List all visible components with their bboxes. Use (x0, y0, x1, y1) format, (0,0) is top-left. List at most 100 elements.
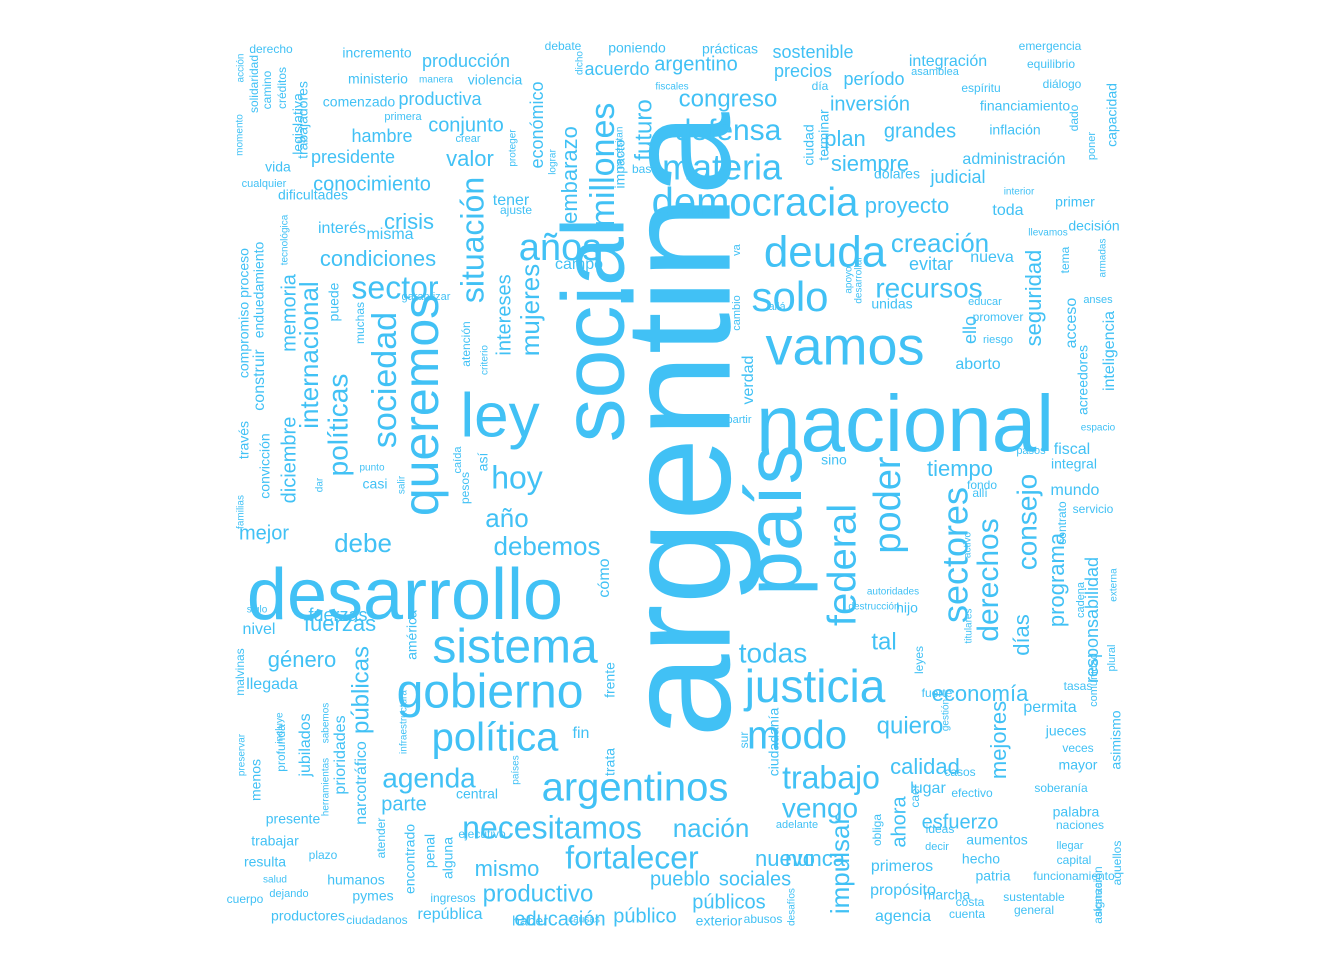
word-dejando: dejando (269, 888, 308, 900)
word-sino: sino (821, 452, 847, 468)
word-politica: política (432, 716, 559, 760)
word-llevamos: llevamos (1028, 228, 1067, 239)
word-malvinas: malvinas (233, 648, 247, 695)
word-politicas: políticas (322, 374, 353, 477)
word-justicia: justicia (743, 660, 886, 712)
word-agenda: agenda (382, 762, 476, 793)
word-capital: capital (1057, 853, 1092, 867)
word-anses: anses (1083, 294, 1113, 306)
word-parte: parte (381, 793, 427, 815)
word-casi: casi (363, 476, 388, 492)
word-campo: campo (555, 256, 603, 273)
word-equilibrio: equilibrio (1027, 57, 1075, 71)
word-hijo: hijo (896, 600, 918, 616)
word-todas: todas (739, 637, 808, 668)
word-poniendo: poniendo (608, 40, 666, 56)
word-cuenta: cuenta (949, 907, 985, 921)
word-menos: menos (248, 759, 264, 801)
word-tema: tema (1058, 246, 1072, 273)
word-ciudadania: ciudadanía (766, 708, 782, 777)
word-alli: allí (972, 486, 988, 500)
word-como: cómo (596, 558, 613, 597)
word-pymes: pymes (352, 888, 393, 904)
word-programa: programa (1044, 532, 1069, 627)
word-construir: construir (251, 349, 268, 411)
word-camino: camino (260, 70, 274, 109)
word-capacidad: capacidad (1104, 83, 1120, 147)
word-haber: haber (512, 913, 548, 929)
word-caida: caída (452, 446, 464, 474)
word-creacion: creación (891, 228, 989, 258)
word-mejor: mejor (239, 522, 289, 544)
word-asamblea: asamblea (911, 66, 960, 78)
word-primeros: primeros (871, 858, 933, 875)
word-nacion: nación (673, 813, 750, 843)
word-desafios: desafíos (787, 888, 798, 926)
word-narcotrafico: narcotráfico (353, 741, 370, 825)
word-general: general (1014, 903, 1054, 917)
word-plan: plan (824, 126, 866, 151)
word-dia: día (812, 79, 829, 93)
word-nivel: nivel (243, 621, 276, 638)
word-violencia: violencia (468, 72, 523, 88)
word-proposito: propósito (870, 882, 936, 899)
word-fortalecer: fortalecer (565, 839, 699, 875)
word-ahora: ahora (888, 796, 910, 848)
word-pesos: pesos (458, 472, 472, 504)
word-mayor: mayor (1059, 757, 1098, 773)
word-misma: misma (366, 226, 413, 243)
word-produccion: producción (422, 51, 510, 71)
word-ciudadanos: ciudadanos (346, 913, 407, 927)
word-jubilados: jubilados (297, 713, 314, 777)
word-mismo: mismo (475, 856, 540, 881)
word-promover: promover (973, 310, 1024, 324)
word-seguridad: seguridad (1021, 250, 1046, 347)
word-conjunto: conjunto (428, 114, 504, 136)
word-abusos: abusos (744, 912, 783, 926)
word-unidas: unidas (871, 296, 912, 312)
word-llegar: llegar (1057, 840, 1084, 852)
word-evitar: evitar (909, 254, 953, 274)
word-valor: valor (446, 146, 494, 171)
word-crisis: crisis (384, 209, 434, 234)
word-inteligencia: inteligencia (1101, 311, 1118, 391)
word-mundo: mundo (1051, 482, 1100, 499)
word-congreso: congreso (679, 85, 778, 112)
word-pasos: pasos (1016, 445, 1046, 457)
word-llegada: llegada (246, 676, 298, 693)
word-solo: solo (751, 273, 828, 320)
word-tasas: tasas (1064, 679, 1093, 693)
word-encontrado: encontrado (402, 824, 418, 894)
word-ingresos: ingresos (430, 891, 475, 905)
word-materia: materia (662, 147, 783, 188)
word-activo: activo (963, 532, 974, 559)
word-naciones: naciones (1056, 818, 1104, 832)
word-vamos: vamos (765, 316, 924, 376)
word-productiva: productiva (398, 89, 482, 109)
word-presente: presente (266, 811, 321, 827)
word-sector: sector (351, 269, 438, 305)
word-necesitamos: necesitamos (462, 809, 642, 845)
word-conviccion: convicción (257, 433, 273, 498)
word-vengo: vengo (782, 792, 858, 823)
word-derechos: derechos (972, 518, 1005, 641)
word-puede: puede (326, 282, 342, 321)
word-federal: federal (821, 504, 865, 626)
word-contrato: contrato (1055, 501, 1069, 545)
word-terminar: terminar (816, 109, 832, 161)
word-educar: educar (968, 296, 1002, 308)
word-momento: momento (235, 114, 246, 156)
word-jueces: jueces (1045, 723, 1086, 739)
word-interior: interior (1004, 187, 1035, 198)
word-alla: allá (768, 301, 786, 313)
word-trabajo: trabajo (782, 759, 880, 795)
word-ministerio: ministerio (348, 71, 408, 87)
word-genero: género (268, 647, 337, 672)
word-autoridades: autoridades (867, 587, 919, 598)
word-esfuerzo: esfuerzo (922, 811, 999, 833)
word-preservar: preservar (237, 733, 248, 776)
word-acuerdo: acuerdo (584, 59, 649, 79)
word-debe: debe (334, 528, 392, 558)
word-deuda: deuda (764, 228, 887, 277)
